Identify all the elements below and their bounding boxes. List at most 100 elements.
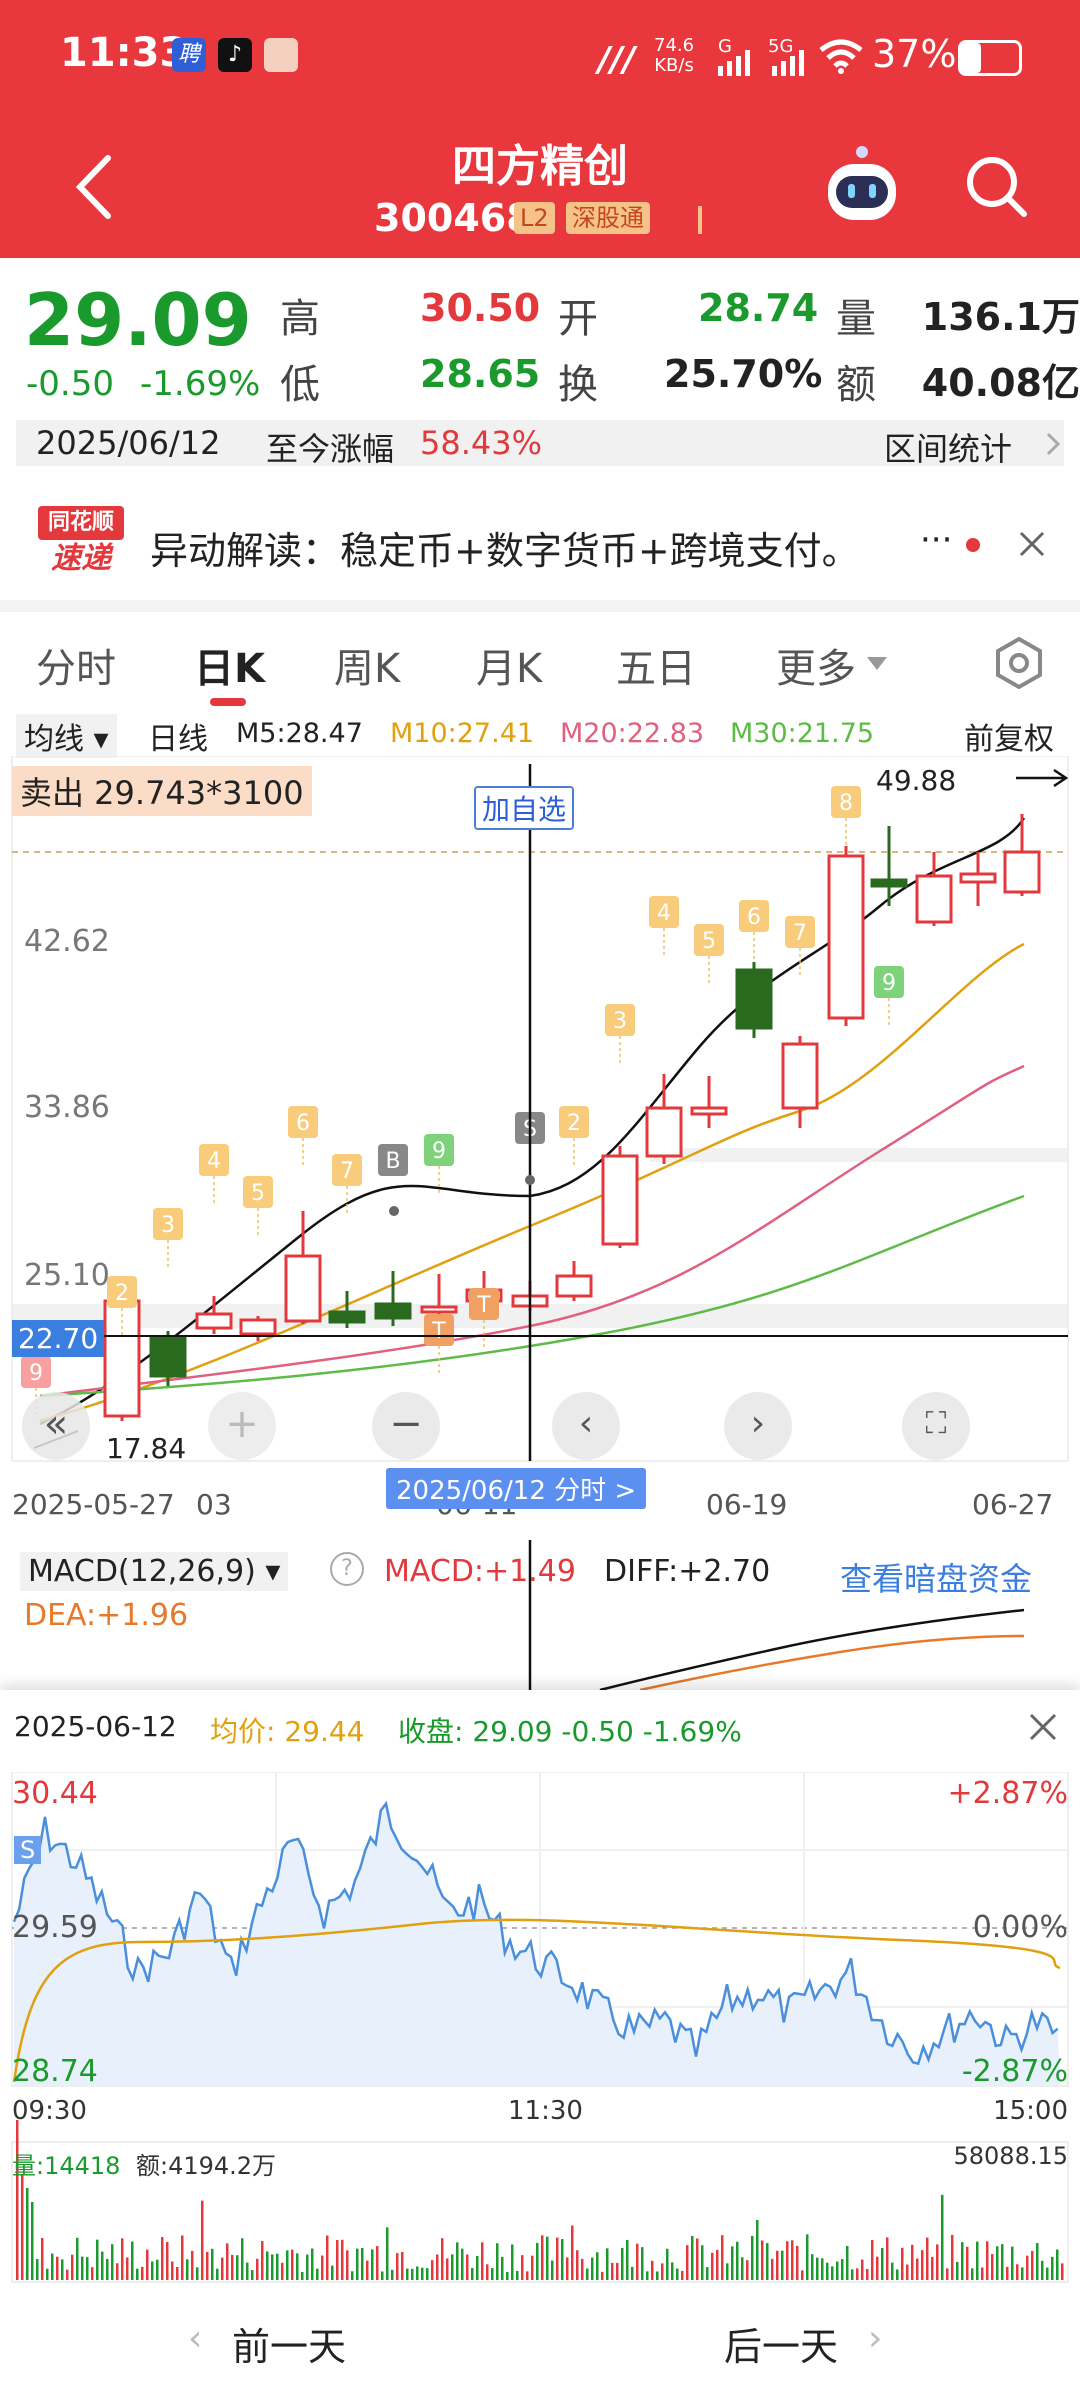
- volume-bar: [211, 2248, 214, 2280]
- signal-badge-label: 4: [207, 1149, 221, 1174]
- adjust-mode[interactable]: 前复权: [964, 722, 1054, 757]
- next-day-button[interactable]: 后一天: [724, 2325, 839, 2369]
- zoom-out-icon[interactable]: −: [372, 1392, 440, 1460]
- volume-bar: [766, 2243, 769, 2280]
- volume-bar: [786, 2241, 789, 2280]
- macd-panel: MACD(12,26,9) ▾ ? MACD:+1.49 DIFF:+2.70 …: [0, 1540, 1080, 1690]
- volume-bar: [296, 2253, 299, 2280]
- volume-bar: [991, 2254, 994, 2280]
- back-icon[interactable]: [72, 152, 116, 222]
- max-price-label: 49.88: [876, 764, 957, 797]
- volume-bar: [571, 2225, 574, 2280]
- volume-bar: [111, 2244, 114, 2280]
- l2-badge: L2: [514, 202, 555, 234]
- range-bar[interactable]: 2025/06/12 至今涨幅 58.43% 区间统计: [16, 420, 1064, 468]
- volume-bar: [171, 2261, 174, 2280]
- tab-daily-k[interactable]: 日K: [194, 646, 265, 692]
- volume-bar: [66, 2269, 69, 2280]
- volume-bar: [606, 2248, 609, 2280]
- volume-bar: [361, 2248, 364, 2280]
- volume-bar: [516, 2270, 519, 2280]
- signal-badge-label: 7: [340, 1159, 354, 1184]
- unread-dot: [966, 538, 980, 552]
- candle: [555, 1274, 593, 1298]
- candle: [195, 1312, 233, 1330]
- candle: [420, 1305, 458, 1314]
- volume-bar: [471, 2267, 474, 2280]
- tab-more[interactable]: 更多: [776, 646, 856, 692]
- volume-bar: [866, 2269, 869, 2280]
- settings-icon[interactable]: [992, 636, 1046, 690]
- volume-bar: [166, 2241, 169, 2280]
- intraday-time-mid: 11:30: [508, 2096, 583, 2126]
- tab-monthly-k[interactable]: 月K: [476, 646, 543, 692]
- battery-percent: 37%: [872, 32, 957, 76]
- chevron-down-icon: [867, 657, 887, 670]
- news-banner[interactable]: 同花顺 速递 异动解读：稳定币+数字货币+跨境支付。 ···: [0, 494, 1080, 594]
- candle: [328, 1310, 366, 1324]
- pan-left-icon[interactable]: ‹: [552, 1392, 620, 1460]
- volume-bar: [251, 2270, 254, 2280]
- volume-bar: [796, 2245, 799, 2280]
- tab-intraday[interactable]: 分时: [36, 646, 116, 692]
- volume-bar: [426, 2268, 429, 2280]
- prev-day-button[interactable]: 前一天: [232, 2325, 347, 2369]
- since-value: 58.43%: [420, 424, 543, 462]
- range-stats-button[interactable]: 区间统计: [884, 430, 1013, 468]
- tab-five-day[interactable]: 五日: [616, 646, 696, 692]
- search-icon[interactable]: [962, 152, 1032, 222]
- dark-pool-link[interactable]: 查看暗盘资金: [840, 1560, 1033, 1598]
- volume-bar: [256, 2258, 259, 2280]
- volume-bar: [961, 2242, 964, 2280]
- volume-bar: [996, 2246, 999, 2280]
- volume-bar: [931, 2256, 934, 2280]
- status-time: 11:33: [60, 30, 188, 76]
- rewind-icon[interactable]: «: [22, 1392, 90, 1460]
- signal-badge-label: 2: [115, 1281, 129, 1306]
- close-popup-icon[interactable]: [1028, 1712, 1058, 1742]
- open-label: 开: [558, 296, 598, 342]
- sell-order-box[interactable]: 卖出 29.743*3100: [12, 766, 312, 816]
- volume-bar: [541, 2235, 544, 2280]
- x-axis: 2025-05-27 03 06-11 06-19 06-27 2025/06/…: [0, 1462, 1080, 1526]
- candle: [735, 968, 773, 1030]
- active-tab-indicator: [210, 698, 246, 706]
- period-type[interactable]: 日线: [148, 722, 208, 757]
- status-bar: 11:33 聘 ♪ /// 74.6 KB/s G 5G 37%: [0, 0, 1080, 120]
- volume-bar: [41, 2238, 44, 2280]
- macd-select[interactable]: MACD(12,26,9) ▾: [20, 1552, 289, 1591]
- intraday-y-bot: 28.74: [12, 2054, 98, 2089]
- volume-bar: [476, 2256, 479, 2280]
- volume-bar: [1026, 2255, 1029, 2280]
- fullscreen-icon[interactable]: ⛶: [902, 1392, 970, 1460]
- crosshair-date-button[interactable]: 2025/06/12 分时 >: [386, 1468, 647, 1509]
- wifi-icon: [819, 39, 863, 74]
- volume-bar: [636, 2243, 639, 2280]
- assistant-robot-icon[interactable]: [820, 144, 904, 228]
- volume-bar: [856, 2268, 859, 2280]
- ma-mode-select[interactable]: 均线 ▾: [16, 714, 117, 758]
- intraday-canvas[interactable]: [0, 1772, 1080, 2292]
- pan-right-icon[interactable]: ›: [724, 1392, 792, 1460]
- news-text[interactable]: 异动解读：稳定币+数字货币+跨境支付。: [150, 529, 860, 573]
- kline-chart[interactable]: 234567B9TTS234567899 卖出 29.743*3100 加自选 …: [0, 755, 1080, 1536]
- x-label-end: 06-27: [972, 1488, 1054, 1521]
- zoom-in-icon[interactable]: +: [208, 1392, 276, 1460]
- divider: [698, 206, 702, 234]
- volume-bar: [356, 2248, 359, 2280]
- candle: [149, 1336, 187, 1378]
- help-icon[interactable]: ?: [330, 1552, 364, 1586]
- volume-bar: [1036, 2242, 1039, 2280]
- kline-canvas[interactable]: 234567B9TTS234567899: [0, 755, 1080, 1536]
- volume-bar: [816, 2257, 819, 2280]
- add-watchlist-button[interactable]: 加自选: [474, 786, 575, 830]
- volume-bar: [496, 2243, 499, 2280]
- ths-logo: 同花顺 速递: [38, 506, 124, 578]
- volume-bar: [281, 2262, 284, 2280]
- close-icon[interactable]: [1018, 530, 1046, 558]
- volume-bar: [246, 2262, 249, 2280]
- volume-bar: [726, 2263, 729, 2280]
- volume-bar: [401, 2251, 404, 2280]
- volume-bar: [266, 2251, 269, 2280]
- tab-weekly-k[interactable]: 周K: [334, 646, 401, 692]
